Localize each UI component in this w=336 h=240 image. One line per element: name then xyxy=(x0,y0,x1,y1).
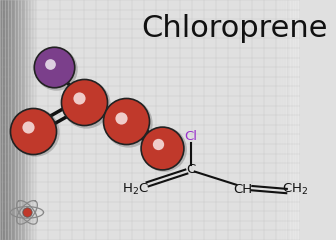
Bar xyxy=(29,0,30,240)
Point xyxy=(83,102,89,106)
Bar xyxy=(25,0,26,240)
Bar xyxy=(1,0,3,240)
Bar xyxy=(266,0,269,240)
Bar xyxy=(288,0,290,240)
Point xyxy=(159,146,165,150)
Bar xyxy=(271,0,274,240)
Text: Cl: Cl xyxy=(184,130,197,143)
Point xyxy=(155,143,161,146)
Bar xyxy=(295,0,298,240)
Text: H$_2$C: H$_2$C xyxy=(122,182,149,197)
Bar xyxy=(35,0,36,240)
Point xyxy=(26,125,31,129)
Bar xyxy=(17,0,19,240)
Bar xyxy=(32,0,33,240)
Point xyxy=(125,121,131,125)
Bar xyxy=(27,0,29,240)
Bar xyxy=(26,0,27,240)
Bar xyxy=(14,0,16,240)
Bar xyxy=(23,0,25,240)
Bar xyxy=(264,0,266,240)
Text: C: C xyxy=(186,163,195,176)
Bar xyxy=(3,0,4,240)
Bar xyxy=(10,0,11,240)
Bar xyxy=(276,0,279,240)
Bar xyxy=(19,0,20,240)
Point xyxy=(161,147,167,151)
Bar xyxy=(20,0,22,240)
Bar xyxy=(33,0,35,240)
Bar xyxy=(283,0,286,240)
Bar xyxy=(16,0,17,240)
Text: CH: CH xyxy=(234,183,253,196)
Point xyxy=(119,116,124,120)
Text: Chloroprene: Chloroprene xyxy=(141,14,327,43)
Bar xyxy=(0,0,1,240)
Bar xyxy=(293,0,295,240)
Point xyxy=(47,62,53,66)
Point xyxy=(51,65,57,69)
Bar xyxy=(286,0,288,240)
Text: CH$_2$: CH$_2$ xyxy=(283,182,309,197)
Point xyxy=(123,119,129,123)
Bar xyxy=(13,0,14,240)
Bar xyxy=(269,0,271,240)
Point xyxy=(32,131,38,134)
Bar xyxy=(281,0,283,240)
Bar xyxy=(7,0,9,240)
Bar xyxy=(298,0,300,240)
Point xyxy=(24,210,30,214)
Bar xyxy=(11,0,13,240)
Bar xyxy=(279,0,281,240)
Bar xyxy=(274,0,276,240)
Point xyxy=(81,100,87,104)
Bar xyxy=(6,0,7,240)
Bar xyxy=(22,0,23,240)
Bar xyxy=(30,0,32,240)
Bar xyxy=(4,0,6,240)
Bar xyxy=(9,0,10,240)
Bar xyxy=(290,0,293,240)
Point xyxy=(53,67,59,71)
Point xyxy=(77,96,82,100)
Point xyxy=(30,129,36,133)
